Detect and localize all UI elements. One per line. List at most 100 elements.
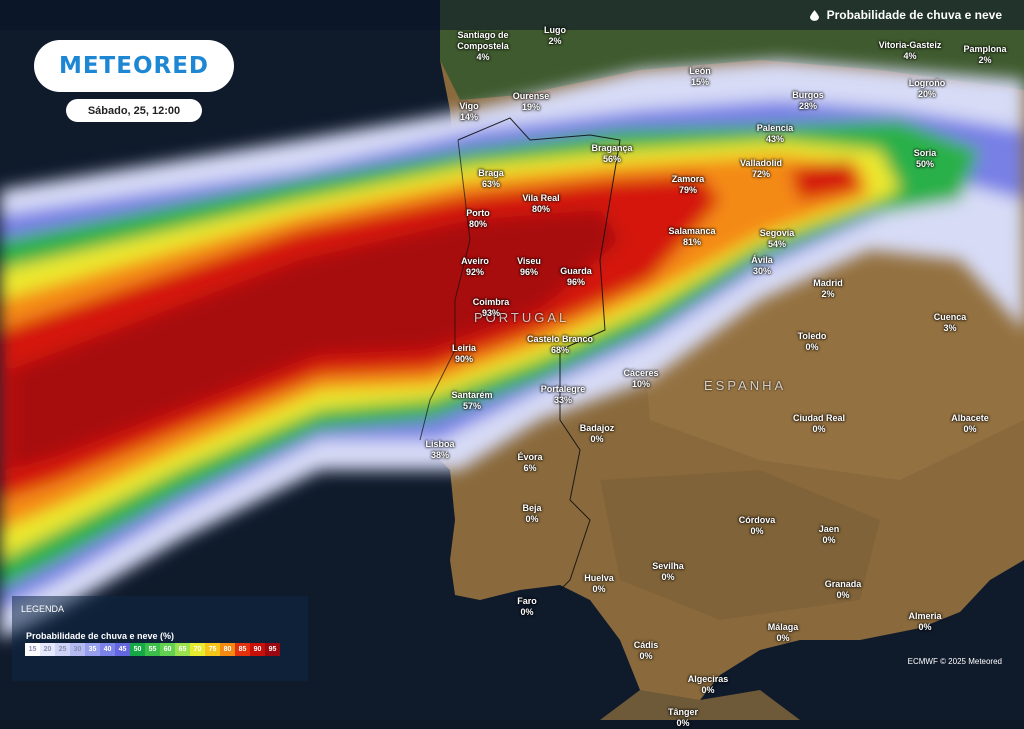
city-marker[interactable]: Ávila 30% — [751, 255, 773, 277]
city-marker[interactable]: Tânger 0% — [668, 707, 698, 729]
city-marker[interactable]: Faro 0% — [517, 596, 537, 618]
city-probability: 14% — [459, 112, 478, 122]
city-name: Burgos — [792, 90, 824, 100]
city-marker[interactable]: Vigo 14% — [459, 101, 478, 123]
city-marker[interactable]: Beja 0% — [522, 503, 541, 525]
city-name: Cádis — [633, 640, 659, 650]
city-name: Palencia — [756, 123, 794, 133]
city-marker[interactable]: Málaga 0% — [768, 622, 799, 644]
city-marker[interactable]: Soria 50% — [914, 148, 937, 170]
city-probability: 92% — [465, 267, 484, 277]
city-name: Santiago de — [457, 30, 509, 40]
city-marker[interactable]: Cuenca 3% — [934, 312, 967, 334]
city-probability: 0% — [812, 424, 826, 434]
city-probability: 0% — [701, 685, 715, 695]
drop-icon — [809, 9, 819, 21]
city-marker[interactable]: Lugo 2% — [544, 25, 566, 47]
legend-step: 25 — [55, 643, 70, 656]
city-marker[interactable]: Córdova 0% — [739, 515, 776, 537]
city-probability: 80% — [468, 219, 487, 229]
legend-step: 55 — [145, 643, 160, 656]
city-marker[interactable]: Almeria 0% — [908, 611, 941, 633]
city-marker[interactable]: Vila Real 80% — [522, 193, 559, 215]
city-name: Ciudad Real — [792, 413, 846, 423]
city-name: Soria — [913, 148, 937, 158]
city-probability: 96% — [566, 277, 586, 287]
city-probability: 54% — [767, 239, 787, 249]
city-marker[interactable]: Ourense 19% — [513, 91, 550, 113]
forecast-date[interactable]: Sábado, 25, 12:00 — [66, 99, 202, 122]
city-marker[interactable]: Coimbra 93% — [473, 297, 510, 319]
city-probability: 6% — [523, 463, 537, 473]
city-name: Granada — [824, 579, 862, 589]
country-label-espanha: ESPANHA — [704, 378, 787, 393]
city-marker[interactable]: Granada 0% — [825, 579, 862, 601]
city-marker[interactable]: Portalegre 33% — [541, 384, 586, 406]
city-marker[interactable]: Valladolid 72% — [740, 158, 782, 180]
meteored-logo[interactable]: METEORED — [34, 40, 234, 92]
city-name: Lisboa — [425, 439, 455, 449]
city-marker[interactable]: Segovia 54% — [760, 228, 795, 250]
city-probability: 57% — [462, 401, 481, 411]
city-name: Toledo — [797, 331, 827, 341]
city-name: Albacete — [951, 413, 989, 423]
city-name: Guarda — [560, 266, 592, 276]
city-marker[interactable]: Toledo 0% — [798, 331, 827, 353]
city-marker[interactable]: Vitoria-Gasteiz 4% — [879, 40, 942, 62]
city-marker[interactable]: Bragança 56% — [591, 143, 632, 165]
city-name: Portalegre — [540, 384, 586, 394]
legend-step: 35 — [85, 643, 100, 656]
city-probability: 0% — [520, 607, 534, 617]
legend: LEGENDA Probabilidade de chuva e neve (%… — [12, 596, 308, 681]
city-marker[interactable]: Albacete 0% — [951, 413, 989, 435]
city-marker[interactable]: Évora 6% — [517, 452, 542, 474]
city-probability: 81% — [682, 237, 701, 247]
city-marker[interactable]: Ciudad Real 0% — [793, 413, 845, 435]
city-probability: 56% — [602, 154, 621, 164]
city-name: Ourense — [512, 91, 550, 101]
city-marker[interactable]: Santarém 57% — [451, 390, 492, 412]
city-marker[interactable]: León 15% — [689, 66, 711, 88]
city-marker[interactable]: Huelva 0% — [584, 573, 614, 595]
city-marker[interactable]: Algeciras 0% — [688, 674, 729, 696]
city-marker[interactable]: Castelo Branco 68% — [527, 334, 593, 356]
city-marker[interactable]: Pamplona 2% — [963, 44, 1006, 66]
city-marker[interactable]: Madrid 2% — [813, 278, 843, 300]
city-probability: 50% — [915, 159, 935, 169]
city-name: Coimbra — [472, 297, 510, 307]
city-marker[interactable]: Zamora 79% — [672, 174, 705, 196]
city-name: Leiria — [451, 343, 477, 353]
country-label-portugal: PORTUGAL — [474, 310, 570, 325]
city-probability: 0% — [836, 590, 850, 600]
city-name: Ávila — [751, 255, 773, 265]
city-marker[interactable]: Jaen 0% — [819, 524, 840, 546]
city-marker[interactable]: Cáceres 10% — [623, 368, 658, 390]
city-probability: 72% — [751, 169, 771, 179]
city-marker[interactable]: Sevilha 0% — [652, 561, 684, 583]
city-marker[interactable]: Porto 80% — [466, 208, 490, 230]
legend-step: 90 — [250, 643, 265, 656]
city-marker[interactable]: Santiago de Compostela 4% — [457, 30, 509, 63]
city-marker[interactable]: Leiria 90% — [452, 343, 476, 365]
city-marker[interactable]: Viseu 96% — [517, 256, 541, 278]
city-marker[interactable]: Burgos 28% — [792, 90, 824, 112]
city-marker[interactable]: Guarda 96% — [560, 266, 592, 288]
city-marker[interactable]: Cádis 0% — [634, 640, 659, 662]
city-probability: 0% — [918, 622, 932, 632]
city-marker[interactable]: Aveiro 92% — [461, 256, 489, 278]
city-name: León — [689, 66, 711, 76]
legend-step: 15 — [25, 643, 40, 656]
legend-step: 30 — [70, 643, 85, 656]
city-probability: 90% — [454, 354, 474, 364]
legend-step: 20 — [40, 643, 55, 656]
city-marker[interactable]: Salamanca 81% — [668, 226, 715, 248]
city-marker[interactable]: Palencia 43% — [757, 123, 794, 145]
city-marker[interactable]: Badajoz 0% — [580, 423, 615, 445]
city-probability: 0% — [525, 514, 539, 524]
city-probability: 2% — [821, 289, 835, 299]
city-marker[interactable]: Lisboa 38% — [425, 439, 454, 461]
city-probability: 0% — [592, 584, 606, 594]
credit-text: ECMWF © 2025 Meteored — [907, 657, 1002, 666]
city-marker[interactable]: Logroño 20% — [909, 78, 946, 100]
city-marker[interactable]: Braga 63% — [478, 168, 504, 190]
